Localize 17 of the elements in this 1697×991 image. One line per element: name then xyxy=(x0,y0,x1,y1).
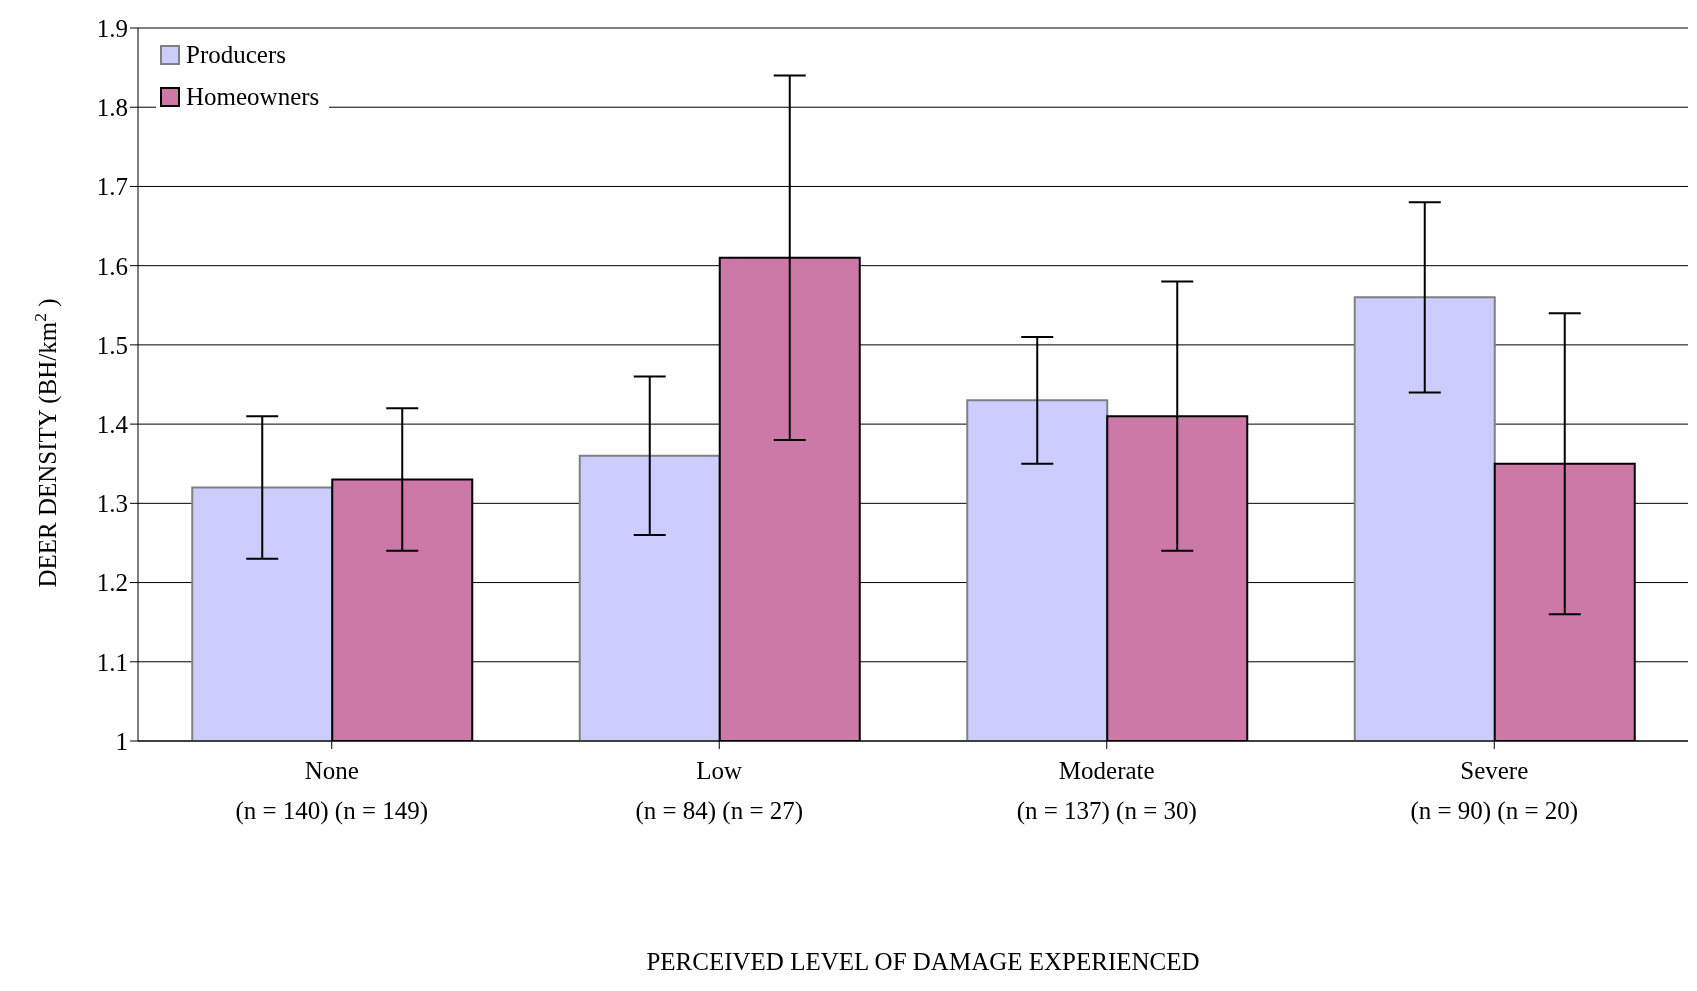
legend-label: Producers xyxy=(186,40,286,70)
y-tick-label: 1.5 xyxy=(96,331,128,359)
y-tick-label: 1.8 xyxy=(96,94,128,122)
y-tick-label: 1.1 xyxy=(96,648,128,676)
y-tick-label: 1.6 xyxy=(96,252,128,280)
x-tick-label: Low (n = 84) (n = 27) xyxy=(635,757,804,825)
x-tick-label: Severe (n = 90) (n = 20) xyxy=(1410,757,1579,825)
legend-label: Homeowners xyxy=(186,82,320,112)
y-tick-label: 1.3 xyxy=(96,490,128,518)
y-tick-label: 1.7 xyxy=(96,173,128,201)
y-tick-label: 1 xyxy=(115,727,128,755)
y-tick-label: 1.2 xyxy=(96,569,128,597)
y-tick-label: 1.9 xyxy=(96,14,128,42)
x-tick-label: None (n = 140) (n = 149) xyxy=(235,757,429,825)
x-axis-title: PERCEIVED LEVEL OF DAMAGE EXPERIENCED xyxy=(646,948,1200,975)
y-tick-label: 1.4 xyxy=(96,410,129,438)
x-tick-label: Moderate (n = 137) (n = 30) xyxy=(1016,757,1197,825)
